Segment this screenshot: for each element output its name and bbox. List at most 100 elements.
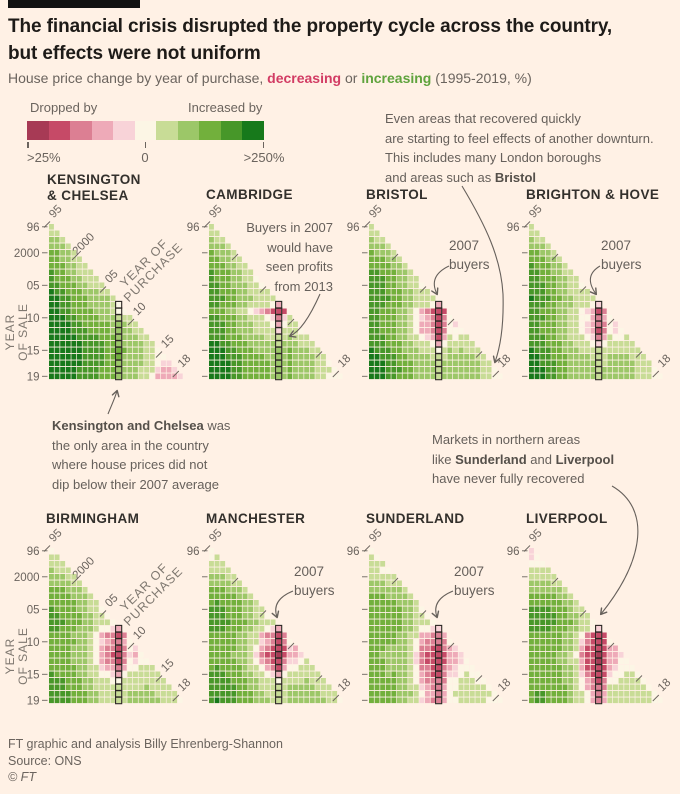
heatmap-cell [237,334,242,341]
heatmap-cell [225,360,231,367]
heatmap-cell [220,678,226,684]
heatmap-cell [155,373,161,380]
heatmap-cell [573,276,579,282]
heatmap-cell [270,341,276,347]
heatmap-cell [624,671,630,678]
heatmap-cell [237,593,242,600]
heatmap-cell [54,295,60,302]
heatmap-cell [534,347,540,354]
heatmap-cell [49,256,54,263]
subtitle-range: (1995-2019, %) [431,70,532,86]
heatmap-cell [453,334,458,341]
heatmap-cell [391,308,397,315]
heatmap-cell [99,626,105,632]
heatmap-cell [601,632,607,639]
heatmap-cell [116,632,122,639]
heatmap-cell [259,632,265,639]
title-line2: but effects were not uniform [8,43,261,64]
heatmap-cell [293,691,298,697]
heatmap-cell [82,282,88,289]
heatmap-cell [71,256,77,263]
heatmap-cell [573,613,579,619]
heatmap-cell [557,613,562,619]
heatmap-cell [209,243,214,250]
heatmap-cell [551,341,557,347]
heatmap-cell [453,354,458,360]
heatmap-cell [121,328,127,334]
purchase-axis-tick [332,370,340,378]
heatmap-cell [402,360,408,367]
heatmap-cell [380,587,386,593]
heatmap-cell [402,295,408,302]
heatmap-cell [276,341,282,347]
heatmap-cell [116,665,122,671]
heatmap-cell [49,341,54,347]
highlighted-2007-cell [275,696,283,705]
heatmap-cell [529,606,534,613]
heatmap-cell [579,347,585,354]
heatmap-cell [534,645,540,652]
heatmap-cell [231,645,237,652]
heatmap-cell [369,321,374,328]
heatmap-cell [441,691,447,697]
heatmap-cell [562,328,568,334]
heatmap-cell [613,354,618,360]
heatmap-cell [65,243,71,250]
heatmap-cell [618,367,624,373]
heatmap-cell [425,665,430,671]
heatmap-cell [419,665,425,671]
heatmap-cell [453,367,458,373]
heatmap-cell [242,619,248,626]
heatmap-cell [110,632,116,639]
heatmap-cell [430,678,436,684]
heatmap-cell [209,639,214,645]
heatmap-cell [293,373,298,380]
heatmap-cell [579,678,585,684]
heatmap-cell [441,334,447,341]
heatmap-cell [481,354,486,360]
heatmap-cell [49,548,54,554]
heatmap-cell [652,373,658,380]
heatmap-cell [304,691,310,697]
heatmap-cell [385,308,391,315]
heatmap-cell [385,606,391,613]
heatmap-cell [82,697,88,704]
heatmap-cell [298,691,304,697]
heatmap-cell [551,665,557,671]
heatmap-cell [540,665,546,671]
heatmap-cell [220,295,226,302]
heatmap-cell [562,302,568,308]
heatmap-cell [237,600,242,606]
heatmap-cell [607,354,613,360]
heatmap-cell [298,678,304,684]
heatmap-cell [77,593,82,600]
heatmap-cell [374,671,380,678]
heatmap-cell [220,289,226,295]
heatmap-cell [453,684,458,691]
heatmap-cell [54,554,60,561]
heatmap-cell [209,263,214,269]
heatmap-cell [652,697,658,704]
heatmap-cell [540,341,546,347]
heatmap-cell [635,684,641,691]
heatmap-cell [242,678,248,684]
heatmap-cell [374,237,380,243]
heatmap-cell [441,684,447,691]
heatmap-cell [214,354,220,360]
heatmap-cell [270,302,276,308]
legend-swatch-2 [70,121,92,140]
heatmap-cell [529,658,534,665]
purchase-axis-tick [635,351,643,358]
heatmap-cell [99,367,105,373]
heatmap-cell [618,360,624,367]
heatmap-cell [209,315,214,321]
heatmap-cell [155,347,161,354]
heatmap-cell [49,561,54,567]
heatmap-cell [369,639,374,645]
heatmap-cell [425,684,430,691]
heatmap-cell [127,671,133,678]
heatmap-cell [590,697,596,704]
heatmap-cell [214,587,220,593]
heatmap-cell [144,665,150,671]
